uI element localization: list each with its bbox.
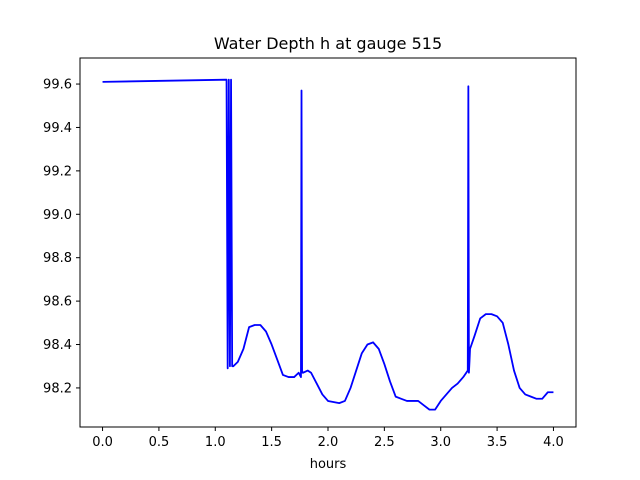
x-tick-label: 1.5 [261, 435, 282, 450]
y-tick-label: 99.4 [43, 121, 72, 136]
axes-frame [79, 57, 577, 428]
chart-title: Water Depth h at gauge 515 [214, 34, 442, 53]
x-tick-label: 0.0 [92, 435, 113, 450]
y-tick-label: 99.6 [43, 78, 72, 93]
y-tick-label: 98.8 [43, 251, 72, 266]
x-tick-label: 3.5 [487, 435, 508, 450]
x-tick-label: 2.0 [318, 435, 339, 450]
x-tick-label: 4.0 [543, 435, 564, 450]
x-tick-label: 2.5 [374, 435, 395, 450]
y-tick-label: 98.4 [43, 338, 72, 353]
x-axis-label: hours [310, 457, 347, 472]
y-tick-label: 98.2 [43, 381, 72, 396]
x-tick-label: 3.0 [430, 435, 451, 450]
x-tick-label: 0.5 [149, 435, 170, 450]
series-line-0 [102, 78, 554, 411]
plot-area [102, 78, 554, 411]
y-tick-label: 99.0 [43, 208, 72, 223]
x-tick-label: 1.0 [205, 435, 226, 450]
x-axis-ticks: 0.0 0.5 1.0 1.5 2.0 2.5 3.0 3.5 4.0 [92, 427, 564, 450]
y-tick-label: 98.6 [43, 295, 72, 310]
y-axis-ticks: 98.2 98.4 98.6 98.8 99.0 99.2 99.4 99.6 [43, 78, 80, 396]
y-tick-label: 99.2 [43, 164, 72, 179]
